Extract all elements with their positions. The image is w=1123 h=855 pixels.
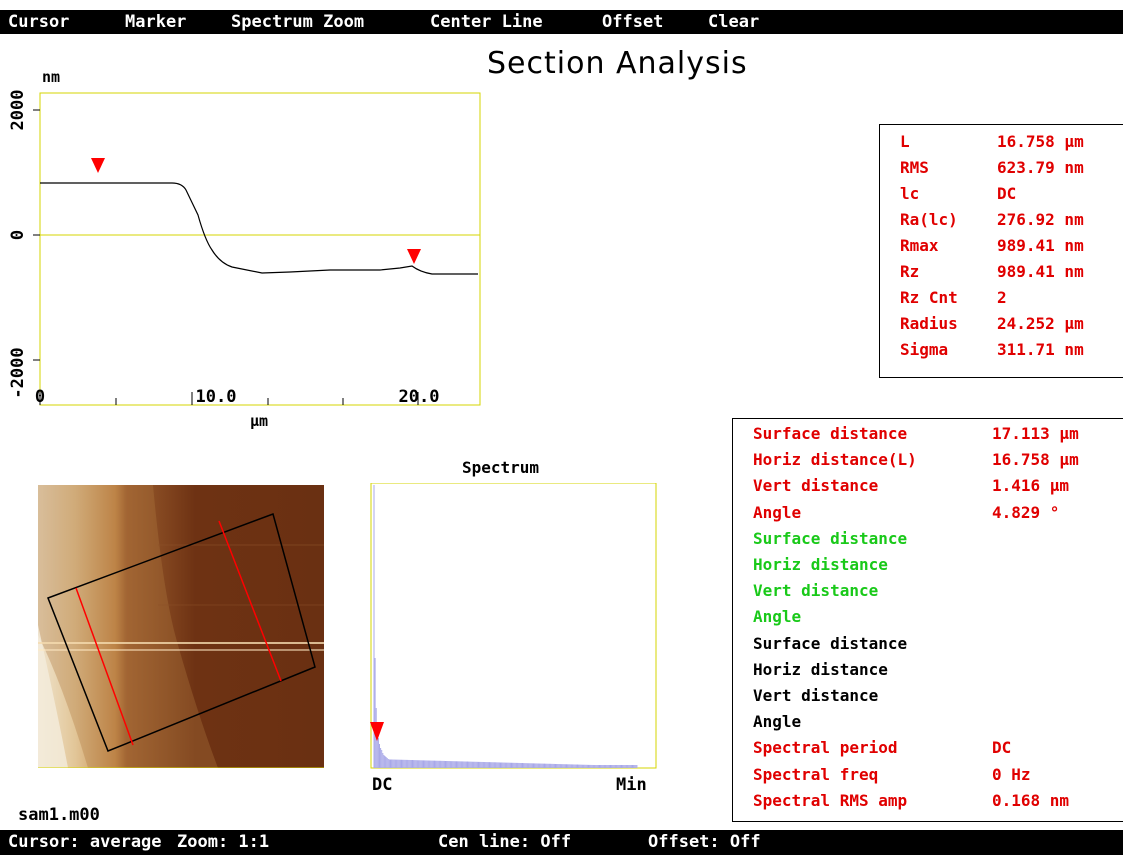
measurement-label: Spectral RMS amp (753, 790, 908, 810)
spectrum-plot (370, 483, 657, 769)
stat-label: Rz Cnt (900, 288, 958, 307)
measurement-label: Spectral freq (753, 764, 879, 784)
menu-clear[interactable]: Clear (708, 12, 760, 32)
stat-label: Ra(lc) (900, 210, 958, 229)
status-offset: Offset: Off (648, 832, 761, 852)
measurement-box: Surface distance 17.113 µm Horiz distance(… (732, 418, 1123, 822)
profile-plot: nm 2000 0 -2000 0 10.0 20.0 µm (8, 68, 481, 430)
x-tick-0: 0 (35, 387, 45, 407)
profile-marker-1 (91, 158, 105, 173)
y-tick-neg2000: -2000 (8, 347, 28, 398)
stat-label: L (900, 132, 910, 151)
measurement-label: Surface distance (753, 633, 908, 653)
stat-label: Radius (900, 314, 958, 333)
y-tick-2000: 2000 (8, 90, 28, 131)
measurement-label: Angle (753, 607, 802, 627)
stat-value: 623.79 nm (997, 158, 1084, 177)
measurement-value: 16.758 µm (992, 450, 1079, 470)
measurement-label: Spectral period (753, 738, 898, 758)
x-tick-10: 10.0 (196, 387, 237, 407)
measurement-label: Horiz distance(L) (753, 450, 917, 470)
section-line-2 (218, 520, 282, 682)
measurement-value: 4.829 ° (992, 502, 1060, 522)
y-unit-label: nm (42, 68, 60, 86)
measurement-label: Vert distance (753, 476, 879, 496)
filename-label: sam1.m00 (18, 805, 100, 825)
measurement-value: 1.416 µm (992, 476, 1070, 496)
status-zoom: Zoom: 1:1 (177, 832, 270, 852)
y-tick-0: 0 (8, 230, 28, 240)
stat-value: DC (997, 184, 1017, 203)
measurement-label: Vert distance (753, 686, 879, 705)
stat-label: Rmax (900, 236, 939, 255)
menu-spectrum-zoom[interactable]: Spectrum Zoom (231, 12, 365, 32)
stat-label: Rz (900, 262, 920, 281)
section-rectangle (47, 513, 316, 752)
measurement-value: 17.113 µm (992, 424, 1079, 443)
menu-offset[interactable]: Offset (602, 12, 664, 32)
stat-label: Sigma (900, 340, 949, 359)
stat-value: 311.71 nm (997, 340, 1084, 359)
x-unit-label: µm (250, 412, 268, 430)
roughness-stats-box: L 16.758 µm RMS 623.79 nm lc DC Ra(lc) 276.92 n… (879, 124, 1123, 378)
measurement-label: Vert distance (753, 581, 879, 601)
stat-value: 24.252 µm (997, 314, 1084, 333)
measurement-label: Angle (753, 712, 802, 732)
page-title: Section Analysis (487, 46, 748, 81)
menu-center-line[interactable]: Center Line (430, 12, 543, 32)
x-tick-20: 20.0 (399, 387, 440, 407)
spectrum-x-end: Min (616, 775, 647, 795)
measurement-value: 0 Hz (992, 764, 1031, 784)
status-bar: Cursor: average Zoom: 1:1 Cen line: Off … (0, 830, 1123, 855)
stat-label: RMS (900, 158, 929, 177)
profile-marker-2 (407, 249, 421, 264)
stat-value: 989.41 nm (997, 262, 1084, 281)
measurement-label: Horiz distance (753, 659, 888, 679)
menu-bar: Cursor Marker Spectrum Zoom Center Line … (0, 10, 1123, 34)
measurement-label: Surface distance (753, 424, 908, 443)
stat-value: 16.758 µm (997, 132, 1084, 151)
measurement-label: Horiz distance (753, 555, 888, 574)
menu-marker[interactable]: Marker (125, 12, 187, 32)
profile-frame (39, 92, 481, 406)
spectrum-marker (370, 722, 384, 741)
measurement-value: 0.168 nm (992, 790, 1070, 810)
measurement-label: Surface distance (753, 528, 908, 548)
status-cursor: Cursor: average (8, 832, 162, 852)
spectrum-title: Spectrum (462, 458, 540, 477)
height-image (38, 485, 324, 768)
status-cen-line: Cen line: Off (438, 832, 572, 852)
stat-value: 989.41 nm (997, 236, 1084, 255)
measurement-value: DC (992, 738, 1012, 758)
stat-label: lc (900, 184, 920, 203)
stat-value: 2 (997, 288, 1007, 307)
stat-value: 276.92 nm (997, 210, 1084, 229)
menu-cursor[interactable]: Cursor (8, 12, 70, 32)
section-line-1 (75, 587, 134, 746)
measurement-label: Angle (753, 502, 802, 522)
spectrum-x-start: DC (372, 775, 393, 795)
profile-curve (40, 182, 478, 275)
